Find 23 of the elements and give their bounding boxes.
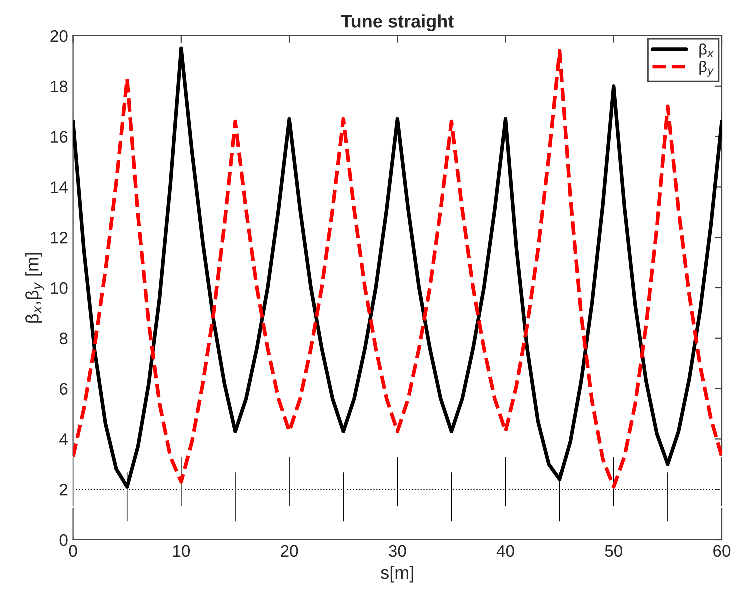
x-tick-label: 50: [605, 545, 623, 558]
y-tick-label: 14: [51, 182, 68, 194]
y-tick-label: 20: [50, 30, 68, 42]
legend-label: β$_{x}$: [700, 44, 714, 58]
x-tick-label: 20: [281, 545, 298, 558]
y-tick-label: 16: [51, 131, 68, 144]
y-tick-label: 8: [60, 332, 68, 345]
y-tick-label: 4: [60, 434, 68, 446]
x-tick-label: 0: [69, 545, 78, 558]
x-axis-title: s[m]: [381, 566, 414, 583]
y-tick-label: 12: [51, 232, 68, 244]
y-axis-title: β$_{x}$,β$_{y}$ [m]: [26, 253, 44, 323]
x-tick-label: 40: [496, 545, 514, 558]
y-tick-label: 0: [60, 534, 68, 546]
y-tick-label: 18: [51, 80, 68, 93]
legend-label: β$_{y}$: [700, 61, 714, 77]
y-tick-label: 2: [60, 484, 68, 496]
y-tick-label: 10: [51, 282, 68, 294]
x-tick-label: 30: [389, 545, 406, 558]
x-tick-label: 60: [714, 545, 731, 558]
x-tick-label: 10: [173, 545, 190, 558]
y-tick-label: 6: [60, 383, 68, 396]
chart-title: Tune straight: [341, 14, 454, 32]
